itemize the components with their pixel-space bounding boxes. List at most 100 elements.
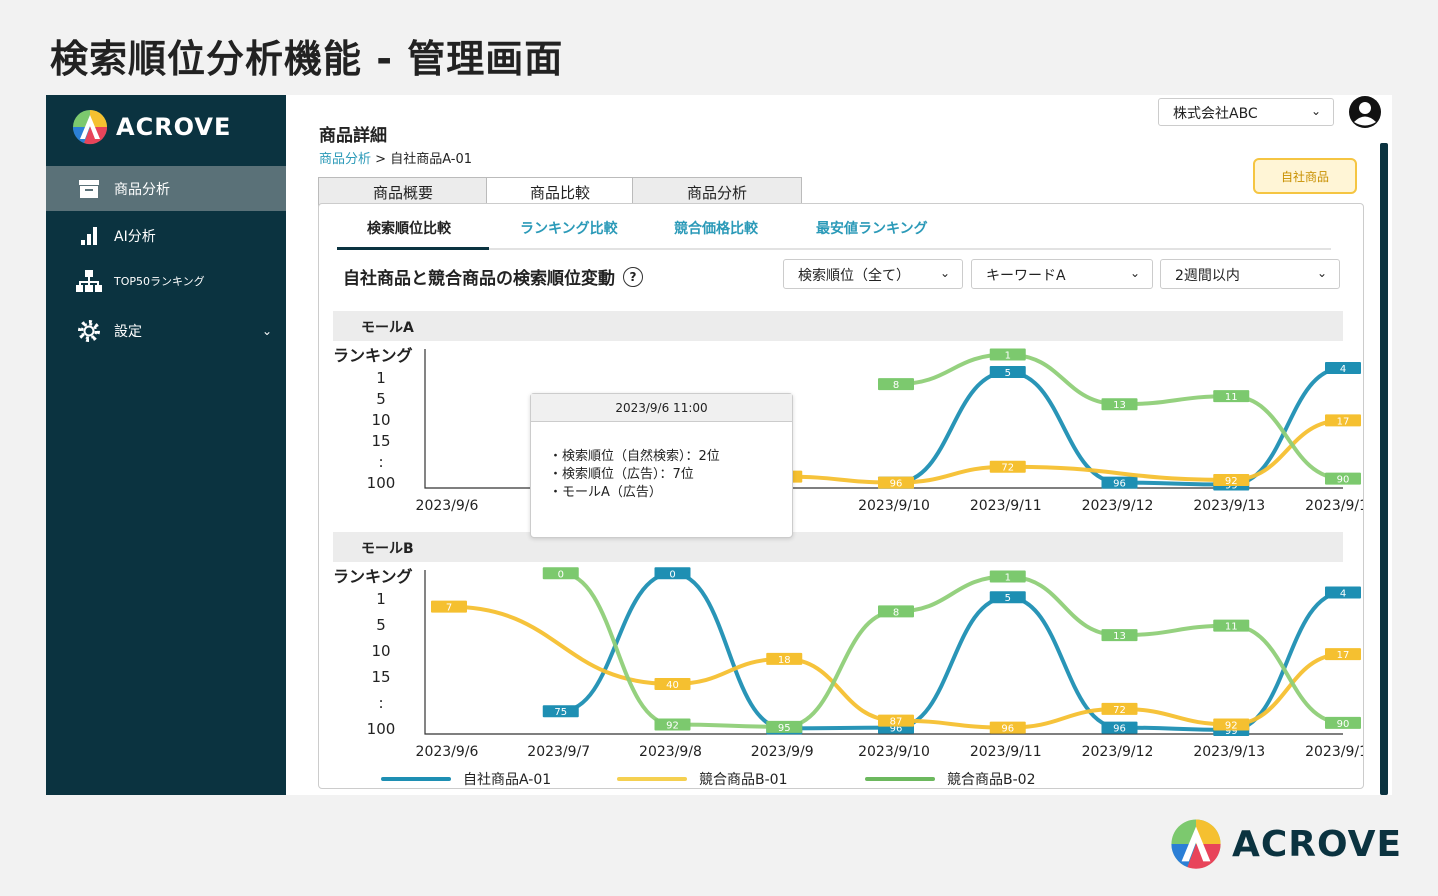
data-point-marker[interactable]	[1325, 586, 1361, 599]
data-point-marker[interactable]	[989, 570, 1026, 583]
data-point-marker[interactable]	[1101, 476, 1138, 489]
data-point-marker[interactable]	[1325, 648, 1361, 661]
data-point-marker[interactable]	[654, 567, 691, 580]
data-label: 72	[1001, 463, 1014, 474]
data-point-marker[interactable]	[431, 600, 467, 613]
data-point-marker[interactable]	[1101, 721, 1138, 734]
brand-logo[interactable]: ACROVE	[72, 109, 231, 145]
series-line[interactable]	[894, 366, 1345, 487]
breadcrumb-link[interactable]: 商品分析	[319, 152, 372, 167]
data-label: 8	[893, 607, 899, 618]
series-line[interactable]	[558, 571, 1345, 732]
help-icon[interactable]: ?	[623, 266, 643, 287]
data-point-marker[interactable]	[989, 721, 1026, 734]
x-tick-label: 2023/9/6	[416, 744, 479, 760]
data-label: 40	[666, 680, 679, 691]
data-point-marker[interactable]	[989, 348, 1026, 361]
brand-name: ACROVE	[116, 113, 232, 141]
y-tick-label: :	[378, 694, 383, 712]
scroll-down-arrow-icon[interactable]: ⌄	[1379, 779, 1388, 790]
chevron-down-icon[interactable]: ⌄	[261, 323, 272, 338]
y-axis-label: ランキング	[333, 567, 413, 586]
data-point-marker[interactable]	[654, 677, 691, 690]
company-select[interactable]: 株式会社ABC ⌄	[1158, 98, 1334, 126]
data-point-marker[interactable]	[766, 720, 803, 733]
data-point-marker[interactable]	[654, 718, 691, 731]
data-point-marker[interactable]	[1325, 414, 1361, 427]
data-point-marker[interactable]	[1101, 629, 1138, 642]
data-point-marker[interactable]	[1213, 619, 1250, 632]
archive-box-icon	[76, 176, 102, 202]
chart-axes	[424, 570, 1343, 735]
breadcrumb-current: 自社商品A-01	[390, 152, 473, 167]
series-line[interactable]	[782, 418, 1345, 485]
data-label: 5	[1005, 368, 1011, 379]
legend-swatch	[617, 777, 687, 781]
data-point-marker[interactable]	[989, 460, 1026, 473]
sidebar-item-label: AI分析	[114, 228, 156, 245]
legend-item-own[interactable]: 自社商品A-01	[381, 769, 551, 789]
legend-item-comp-b01[interactable]: 競合商品B-01	[617, 769, 787, 789]
data-point-marker[interactable]	[878, 714, 914, 727]
legend-label: 自社商品A-01	[463, 772, 552, 788]
sidebar-item-settings[interactable]: 設定 ⌄	[46, 308, 286, 353]
data-point-marker[interactable]	[878, 476, 914, 489]
x-tick-label: 2023/9/6	[416, 498, 479, 514]
filter-keyword[interactable]: キーワードA ⌄	[971, 259, 1153, 289]
data-point-marker[interactable]	[1213, 473, 1250, 486]
filter-search-rank[interactable]: 検索順位（全て） ⌄	[783, 259, 963, 289]
data-label: 96	[1001, 724, 1014, 735]
data-point-marker[interactable]	[1213, 718, 1250, 731]
data-label: 96	[1113, 479, 1126, 490]
app-window: ACROVE 商品分析 AI分析 TOP50ランキング 設定 ⌄	[46, 95, 1392, 795]
user-avatar-icon[interactable]	[1348, 95, 1382, 133]
tab-product-overview[interactable]: 商品概要	[318, 177, 488, 207]
data-point-marker[interactable]	[1101, 702, 1138, 715]
data-point-marker[interactable]	[542, 705, 579, 718]
data-point-marker[interactable]	[989, 366, 1026, 379]
data-label: 1	[1005, 573, 1011, 584]
sidebar-item-top50-ranking[interactable]: TOP50ランキング	[46, 258, 286, 303]
chevron-down-icon: ⌄	[1129, 266, 1140, 280]
subtab-lowest-price-ranking[interactable]: 最安値ランキング	[816, 221, 928, 237]
y-tick-label: 100	[367, 474, 396, 492]
data-point-marker[interactable]	[1325, 362, 1361, 375]
data-point-marker[interactable]	[878, 378, 914, 391]
chevron-down-icon: ⌄	[1316, 266, 1327, 280]
data-label: 13	[1113, 631, 1126, 642]
own-product-button[interactable]: 自社商品	[1253, 158, 1357, 194]
x-tick-label: 2023/9/9	[751, 744, 814, 760]
data-point-marker[interactable]	[766, 652, 803, 665]
tooltip-line: ・モールA（広告）	[549, 485, 662, 500]
data-point-marker[interactable]	[878, 605, 914, 618]
subtab-ranking-comparison[interactable]: ランキング比較	[520, 221, 618, 237]
data-point-marker[interactable]	[1325, 472, 1361, 485]
data-label: 5	[1005, 593, 1011, 604]
y-tick-label: 15	[371, 668, 390, 686]
vertical-scrollbar[interactable]	[1380, 143, 1388, 795]
chart-heading-text: 自社商品と競合商品の検索順位変動	[343, 269, 615, 289]
data-label: 17	[1337, 650, 1350, 661]
filter-period[interactable]: 2週間以内 ⌄	[1160, 259, 1340, 289]
breadcrumb: 商品分析 > 自社商品A-01	[319, 148, 472, 167]
data-label: 90	[1337, 475, 1350, 486]
data-point-marker[interactable]	[1213, 390, 1250, 403]
sidebar-item-label: 商品分析	[114, 181, 170, 198]
y-tick-label: :	[378, 453, 383, 471]
data-label: 7	[446, 603, 452, 614]
series-line[interactable]	[558, 571, 1345, 729]
data-label: 4	[1340, 588, 1346, 599]
legend-item-comp-b02[interactable]: 競合商品B-02	[865, 769, 1035, 789]
legend-label: 競合商品B-02	[947, 772, 1036, 788]
data-point-marker[interactable]	[542, 567, 579, 580]
sidebar-item-product-analysis[interactable]: 商品分析	[46, 166, 286, 211]
y-tick-label: 5	[376, 616, 386, 634]
subtab-search-rank-comparison[interactable]: 検索順位比較	[367, 221, 451, 237]
data-point-marker[interactable]	[1325, 716, 1361, 729]
data-point-marker[interactable]	[1101, 398, 1138, 411]
data-label: 96	[890, 724, 903, 735]
x-tick-label: 2023/9/12	[1082, 744, 1154, 760]
subtab-competitor-price-comparison[interactable]: 競合価格比較	[674, 221, 758, 237]
sidebar-item-ai-analysis[interactable]: AI分析	[46, 213, 286, 258]
data-point-marker[interactable]	[989, 591, 1026, 604]
